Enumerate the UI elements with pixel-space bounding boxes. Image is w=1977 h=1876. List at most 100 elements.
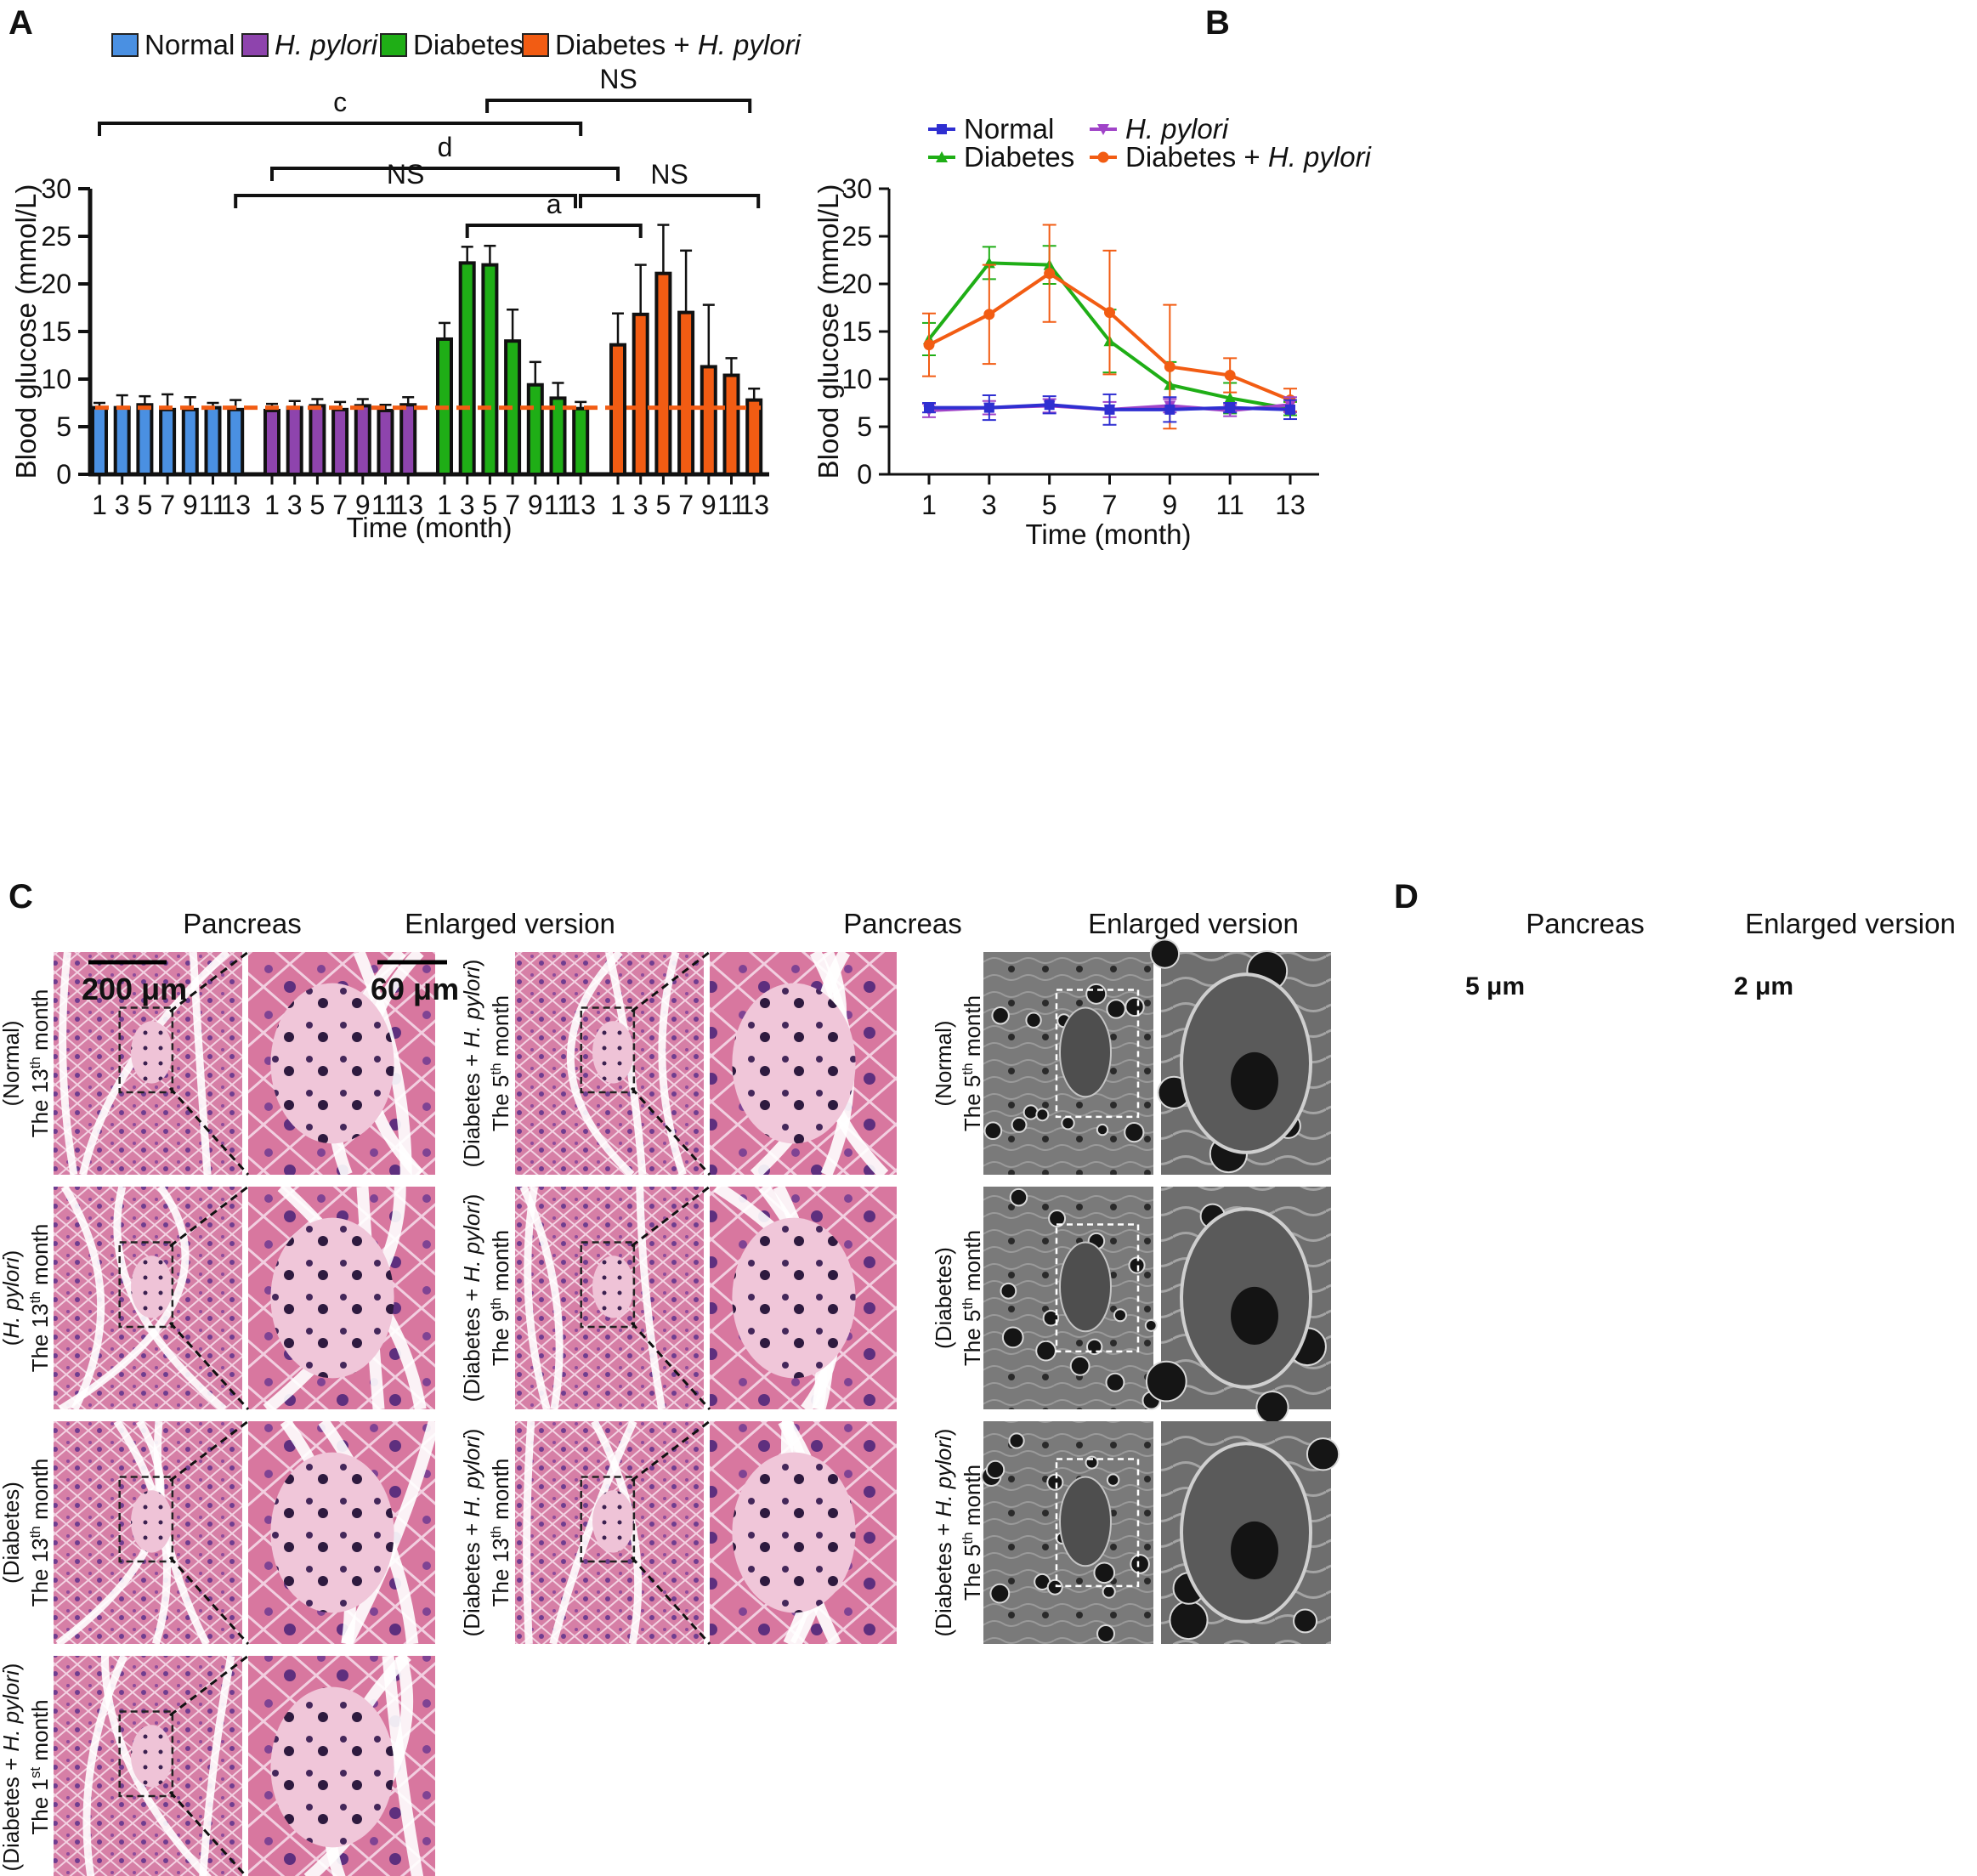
he-main-right-1 bbox=[515, 1185, 704, 1411]
row-label-time: The 5th month bbox=[960, 1465, 986, 1601]
he-main-left-0-roi bbox=[118, 1006, 174, 1094]
y-tick-label-a: 10 bbox=[41, 364, 71, 394]
he-main-left-1 bbox=[54, 1184, 242, 1413]
x-tick-label-a: 13 bbox=[393, 490, 423, 520]
row-label-time-post: month bbox=[27, 1459, 53, 1527]
x-tick-label-a: 7 bbox=[160, 490, 175, 520]
bar-3-4 bbox=[700, 365, 717, 476]
row-label-group: (Normal) bbox=[0, 1020, 24, 1106]
point-b-3-0 bbox=[923, 339, 935, 351]
em-grid: (Normal) The 5th month(Diabetes) The 5th m… bbox=[931, 938, 1340, 1644]
x-tick-label-a: 9 bbox=[701, 490, 717, 520]
legend-a-label-1: H. pylori bbox=[275, 29, 379, 60]
row-label-time-sup: th bbox=[960, 1532, 976, 1544]
x-tick-label-a: 7 bbox=[332, 490, 348, 520]
bar-1-6 bbox=[399, 403, 417, 476]
x-tick-label-a: 11 bbox=[544, 490, 572, 520]
scale-label-2um: 2 μm bbox=[1734, 972, 1793, 1000]
em-main-2-granule bbox=[1046, 1578, 1063, 1595]
point-b-0-1 bbox=[983, 402, 994, 413]
em-zoom-1-granule bbox=[1145, 1360, 1187, 1403]
col-head-enlarged-right: Enlarged version bbox=[1088, 908, 1299, 939]
row-label-time: The 13th month bbox=[488, 1459, 514, 1607]
em-main-0-granule bbox=[1022, 1104, 1039, 1120]
he-zoom-left-0 bbox=[248, 948, 435, 1179]
em-main-0 bbox=[983, 952, 1153, 1175]
em-main-0-roi bbox=[1055, 989, 1140, 1119]
em-zoom-2-granule bbox=[1293, 1608, 1318, 1634]
legend-b-label-3: Diabetes + H. pylori bbox=[1125, 141, 1373, 173]
significance-label-2: d bbox=[438, 132, 453, 162]
panel-letter-a: A bbox=[8, 4, 33, 42]
em-main-0-granule bbox=[1085, 983, 1107, 1005]
x-tick-label-b: 11 bbox=[1216, 490, 1244, 520]
he-main-left-2-islet bbox=[131, 1490, 173, 1553]
panel-letter-d: D bbox=[1394, 878, 1419, 915]
em-main-2-granule bbox=[1102, 1584, 1116, 1599]
x-tick-label-b: 7 bbox=[1102, 490, 1118, 520]
x-tick-label-a: 5 bbox=[483, 490, 498, 520]
legend-a-label-2: Diabetes bbox=[413, 29, 524, 60]
em-main-0-granule bbox=[1011, 1116, 1028, 1133]
row-label: (Diabetes) The 5th month bbox=[931, 1230, 985, 1366]
x-tick-label-b: 5 bbox=[1042, 490, 1057, 520]
y-tick-label-b: 15 bbox=[841, 316, 872, 347]
em-main-2-granule bbox=[1093, 1561, 1116, 1584]
legend-a-swatch-2 bbox=[380, 33, 407, 57]
row-label-time-sup: th bbox=[27, 1057, 43, 1068]
significance-label-1: NS bbox=[599, 64, 637, 94]
point-b-0-3 bbox=[1104, 404, 1115, 415]
row-label-time-sup: th bbox=[488, 1297, 504, 1309]
series-b-0 bbox=[922, 393, 1297, 426]
he-main-left-0-islet bbox=[131, 1021, 173, 1084]
he-zoom-right-2-islet bbox=[732, 1452, 856, 1613]
em-main-2-granule bbox=[1106, 1473, 1120, 1487]
y-tick-label-a: 20 bbox=[41, 269, 71, 299]
scale-label-5um: 5 μm bbox=[1465, 972, 1525, 1000]
em-zoom-0-granule bbox=[1149, 938, 1181, 969]
he-main-left-0-gap bbox=[189, 951, 212, 1176]
he-main-right-2-gap bbox=[523, 1420, 535, 1645]
bar-0-2 bbox=[136, 403, 154, 476]
significance-bracket-1: NS bbox=[485, 64, 752, 113]
he-zoom-left-1-islet bbox=[270, 1217, 394, 1379]
zoom-line bbox=[630, 1321, 711, 1411]
em-main-0-granule bbox=[1096, 1123, 1109, 1136]
row-label-time: The 5th month bbox=[488, 995, 514, 1131]
row-label-group: (H. pylori) bbox=[0, 1250, 24, 1346]
x-tick-label-a: 7 bbox=[505, 490, 520, 520]
he-zoom-left-1 bbox=[248, 1182, 435, 1414]
em-main-0-granule bbox=[1124, 996, 1145, 1017]
row-label-time-pre: The 5 bbox=[488, 1075, 513, 1132]
row-label-time-post: month bbox=[960, 995, 985, 1063]
row-label-time-sup: th bbox=[27, 1526, 43, 1538]
he-main-left-1-gap bbox=[58, 1184, 190, 1413]
row-label-time: The 1st month bbox=[27, 1699, 54, 1834]
he-main-left-2 bbox=[54, 1419, 242, 1647]
he-main-left-1-roi bbox=[118, 1241, 174, 1329]
point-b-3-4 bbox=[1164, 360, 1175, 372]
point-b-0-2 bbox=[1044, 400, 1055, 411]
significance-label-4: NS bbox=[650, 159, 688, 190]
x-tick-label-a: 1 bbox=[610, 490, 626, 520]
panel-b-line-chart: B Normal H. pylori Diabetes Diabetes + H. p… bbox=[813, 4, 1373, 550]
row-label-group: (Normal) bbox=[931, 1020, 956, 1106]
x-axis-title-a: Time (month) bbox=[347, 512, 513, 543]
x-tick-label-a: 5 bbox=[310, 490, 326, 520]
row-label-time-pre: The 5 bbox=[960, 1310, 985, 1367]
he-main-right-1-islet bbox=[592, 1255, 634, 1318]
bar-3-3 bbox=[677, 310, 695, 476]
em-main-0-granule bbox=[983, 1121, 1003, 1141]
bar-2-4 bbox=[526, 383, 544, 476]
significance-label-3: NS bbox=[387, 159, 424, 190]
legend-b: Normal H. pylori Diabetes Diabetes + H. pyl… bbox=[928, 113, 1373, 173]
zoom-line bbox=[169, 1185, 249, 1248]
he-zoom-left-2-gap bbox=[341, 1420, 440, 1647]
bar-0-1 bbox=[113, 405, 131, 477]
row-label: (Diabetes + H. pylori)The 13th month bbox=[459, 1429, 513, 1637]
he-zoom-right-0-islet bbox=[732, 983, 856, 1144]
legend-a-label-3: Diabetes + H. pylori bbox=[555, 29, 802, 60]
x-tick-label-a: 13 bbox=[220, 490, 251, 520]
panel-a-bar-chart: A Normal H. pylori Diabetes Diabetes + H. p… bbox=[8, 4, 802, 543]
x-tick-label-a: 9 bbox=[183, 490, 198, 520]
